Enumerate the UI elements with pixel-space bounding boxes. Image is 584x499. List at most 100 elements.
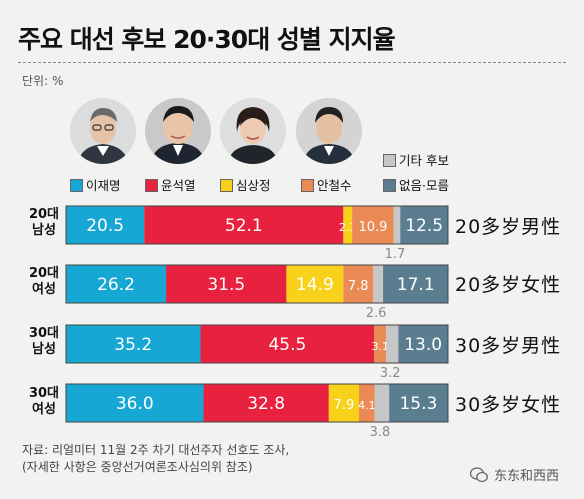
bar-segment-other [393, 206, 401, 244]
data-label-lee: 20.5 [86, 216, 124, 236]
watermark-text: 东东和西西 [494, 469, 560, 484]
data-label-ahn: 3.1 [371, 340, 389, 353]
legend-label-none: 없음·모름 [399, 178, 449, 193]
row-label-line2: 여성 [32, 282, 56, 297]
data-label-none: 13.0 [404, 335, 442, 355]
bar-segment-ahn [352, 206, 394, 244]
legend-label-other: 기타 후보 [399, 153, 449, 168]
row-annotation-30-male: 30多岁男性 [455, 335, 562, 357]
bar-segment-sim [343, 206, 353, 244]
bar-segment-ahn [374, 325, 387, 363]
row-annotation-20-female: 20多岁女性 [455, 274, 562, 296]
row-label-30-female: 30대 여성 [22, 386, 66, 418]
chart-title: 주요 대선 후보 20·30대 성별 지지율 [18, 25, 396, 54]
bar-segment-yoon [203, 384, 329, 422]
legend-swatch-lee [70, 179, 83, 192]
data-label-yoon: 45.5 [268, 335, 306, 355]
data-label-none: 15.3 [399, 394, 437, 414]
legend-label-ahn: 안철수 [317, 178, 352, 193]
legend-swatch-other [383, 154, 396, 167]
row-label-20-female: 20대 여성 [22, 266, 66, 298]
source-line-2: (자세한 사항은 중앙선거여론조사심의위 참조) [22, 460, 253, 474]
legend-item-none: 없음·모름 [383, 175, 449, 194]
row-label-line1: 20대 [28, 266, 60, 281]
bar-outline [65, 205, 449, 245]
bar-row-2: 35.2 45.5 3.1 3.213.0 [65, 324, 449, 381]
data-label-none: 17.1 [397, 275, 435, 295]
bar-segment-none [398, 325, 448, 363]
data-label-other: 1.7 [385, 247, 406, 262]
data-label-lee: 36.0 [116, 394, 154, 414]
row-label-30-male: 30대 남성 [22, 326, 66, 358]
data-label-sim: 14.9 [296, 275, 334, 295]
bar-segment-yoon [200, 325, 375, 363]
bar-segment-ahn [358, 384, 375, 422]
bar-segment-sim [328, 384, 359, 422]
title-divider [18, 62, 566, 64]
legend-item-sim: 심상정 [220, 175, 271, 194]
source-line-1: 자료: 리얼미터 11월 2주 차기 대선주자 선호도 조사, [22, 443, 290, 457]
row-label-line1: 30대 [28, 386, 60, 401]
legend-swatch-sim [220, 179, 233, 192]
data-label-yoon: 32.8 [247, 394, 285, 414]
bar-row-3: 36.0 32.8 7.9 4.1 3.8 15.3 [65, 383, 449, 440]
unit-label: 단위: % [22, 74, 64, 88]
legend-swatch-none [383, 179, 396, 192]
portrait-lee-icon [70, 98, 136, 164]
data-label-other: 3.2 [380, 366, 401, 381]
row-label-line1: 30대 [28, 326, 60, 341]
bar-segment-lee [66, 384, 204, 422]
data-label-sim: 2.3 [339, 221, 357, 234]
bar-outline [65, 383, 449, 423]
bar-segment-none [389, 384, 448, 422]
row-label-line2: 남성 [32, 223, 56, 238]
bar-row-0: 20.5 52.1 2.3 10.9 1.7 12.5 [65, 205, 449, 262]
bar-segment-other [374, 384, 390, 422]
portrait-yoon-icon [145, 98, 211, 164]
data-label-sim: 7.9 [334, 398, 355, 413]
bar-segment-yoon [144, 206, 344, 244]
bar-outline [65, 264, 449, 304]
wechat-icon [470, 466, 488, 482]
row-label-20-male: 20대 남성 [22, 207, 66, 239]
legend-swatch-ahn [301, 179, 314, 192]
legend-label-sim: 심상정 [236, 178, 271, 193]
portrait-ahn-icon [296, 98, 362, 164]
legend-item-lee: 이재명 [70, 175, 121, 194]
data-label-ahn: 4.1 [358, 399, 376, 412]
bar-segment-sim [286, 265, 344, 303]
legend-swatch-yoon [145, 179, 158, 192]
legend-item-yoon: 윤석열 [145, 175, 196, 194]
watermark: 东东和西西 [470, 465, 559, 484]
row-annotation-20-male: 20多岁男性 [455, 216, 562, 238]
data-label-yoon: 52.1 [225, 216, 263, 236]
legend-label-yoon: 윤석열 [161, 178, 196, 193]
row-label-line2: 남성 [32, 342, 56, 357]
bar-segment-none [400, 206, 448, 244]
data-label-yoon: 31.5 [207, 275, 245, 295]
data-label-lee: 26.2 [97, 275, 135, 295]
bar-segment-yoon [166, 265, 287, 303]
bar-segment-lee [66, 265, 167, 303]
row-annotation-30-female: 30多岁女性 [455, 394, 562, 416]
legend-item-ahn: 안철수 [301, 175, 352, 194]
portrait-sim-icon [220, 98, 286, 164]
data-label-lee: 35.2 [114, 335, 152, 355]
bar-segment-other [373, 265, 384, 303]
bar-segment-ahn [343, 265, 374, 303]
bar-outline [65, 324, 449, 364]
source-note: 자료: 리얼미터 11월 2주 차기 대선주자 선호도 조사, (자세한 사항은… [22, 442, 289, 476]
data-label-other: 2.6 [366, 306, 387, 321]
row-label-line2: 여성 [32, 402, 56, 417]
data-label-other: 3.8 [370, 425, 391, 440]
legend-label-lee: 이재명 [86, 178, 121, 193]
bar-segment-none [383, 265, 449, 303]
data-label-ahn: 10.9 [358, 220, 387, 235]
bar-segment-lee [66, 206, 145, 244]
bar-row-1: 26.2 31.5 14.9 7.8 2.6 17.1 [65, 264, 449, 321]
data-label-none: 12.5 [405, 216, 443, 236]
bar-segment-other [386, 325, 399, 363]
row-label-line1: 20대 [28, 207, 60, 222]
bar-segment-lee [66, 325, 201, 363]
